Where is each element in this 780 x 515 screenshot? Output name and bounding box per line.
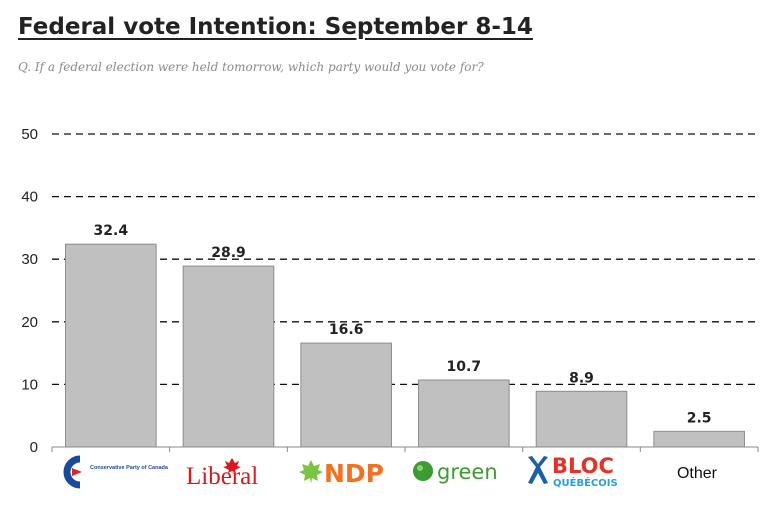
x-axis-tick-marks: [51, 447, 759, 452]
y-tick-label: 50: [21, 126, 38, 143]
y-tick-label: 10: [21, 376, 38, 393]
y-tick-label: 0: [30, 439, 38, 456]
ndp-leaf-icon: [299, 460, 323, 484]
data-label: 16.6: [329, 322, 364, 338]
conservative-c-icon: [63, 455, 82, 489]
category-ndp-logo: NDP: [299, 459, 384, 488]
maple-leaf-icon: [223, 458, 241, 473]
category-green-logo: green: [413, 460, 498, 484]
chart-title: Federal vote Intention: September 8-14: [18, 14, 533, 40]
data-label: 2.5: [687, 410, 712, 426]
data-label: 28.9: [211, 245, 246, 261]
y-tick-label: 40: [21, 189, 38, 206]
data-label: 32.4: [94, 223, 129, 239]
category-other-label: Other: [677, 465, 718, 482]
bar: [653, 430, 745, 448]
bar: [182, 265, 275, 448]
chart-subtitle: Q. If a federal election were held tomor…: [18, 60, 484, 74]
y-axis-ticks: 0 10 20 30 40 50: [21, 126, 38, 456]
bloc-fleur-icon: [528, 456, 548, 484]
category-sublabel-bloc: QUÉBÉCOIS: [553, 476, 618, 489]
category-label-bloc: BLOC: [552, 454, 614, 478]
green-globe-icon: [413, 461, 433, 481]
y-tick-label: 20: [21, 314, 38, 331]
bar: [65, 243, 157, 448]
bar: [535, 390, 628, 448]
bars: [65, 243, 745, 448]
category-label-liberal: Liberal: [186, 463, 258, 490]
data-labels: 32.4 28.9 16.6 10.7 8.9 2.5: [94, 223, 712, 426]
category-liberal-logo: Liberal: [186, 458, 258, 490]
data-label: 8.9: [569, 370, 594, 386]
category-conservative-logo: Conservative Party of Canada: [63, 455, 169, 489]
category-label-other: Other: [677, 465, 718, 482]
category-bloc-logo: BLOC QUÉBÉCOIS: [528, 454, 618, 489]
bar: [300, 342, 392, 448]
category-label-ndp: NDP: [324, 459, 384, 488]
bar: [418, 379, 510, 448]
y-tick-label: 30: [21, 251, 38, 268]
gridlines: [52, 133, 758, 386]
category-label-conservative: Conservative Party of Canada: [90, 465, 169, 471]
data-label: 10.7: [447, 359, 482, 375]
category-label-green: green: [437, 460, 498, 484]
